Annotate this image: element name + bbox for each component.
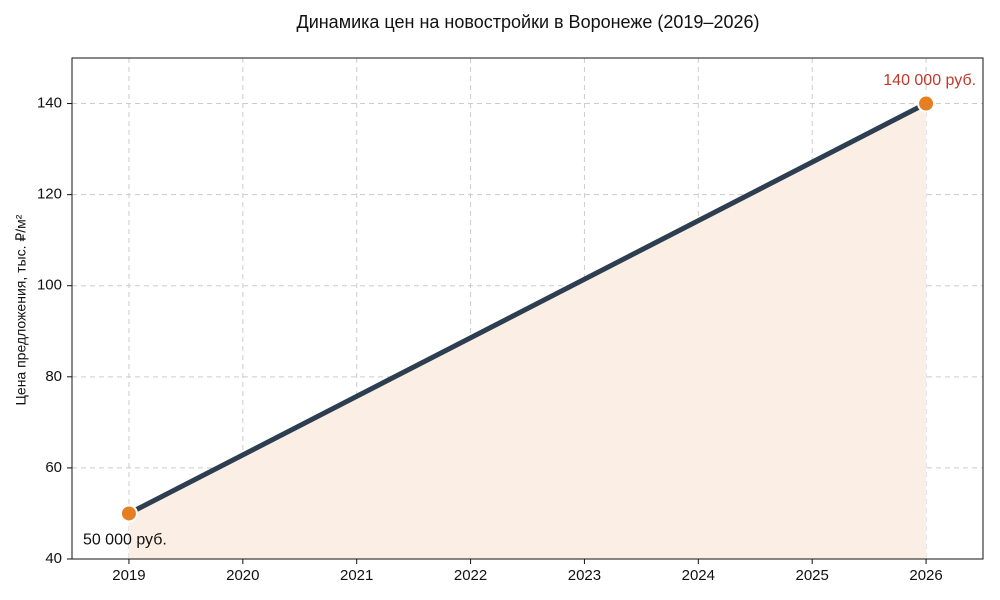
x-tick-label: 2023 <box>568 567 601 584</box>
marker <box>119 504 138 523</box>
x-tick-label: 2024 <box>682 567 715 584</box>
y-tick-label: 140 <box>37 95 62 112</box>
area <box>128 103 927 559</box>
y-tick-label: 100 <box>37 277 62 294</box>
plot-frame <box>71 57 984 560</box>
value-label: 140 000 руб. <box>883 72 976 89</box>
line <box>127 101 928 516</box>
y-axis-label: Цена предложения, тыс. ₽/м² <box>13 214 29 405</box>
x-tick-label: 2025 <box>796 567 829 584</box>
y-tick-label: 60 <box>45 459 62 476</box>
y-tick-label: 80 <box>45 368 62 385</box>
x-tick-label: 2026 <box>909 567 942 584</box>
value-label: 50 000 руб. <box>83 532 167 549</box>
chart-title: Динамика цен на новостройки в Воронеже (… <box>297 12 760 32</box>
x-tick-label: 2021 <box>340 567 373 584</box>
marker <box>917 94 936 113</box>
x-tick-label: 2020 <box>226 567 259 584</box>
x-tick-label: 2022 <box>454 567 487 584</box>
y-tick-label: 120 <box>37 186 62 203</box>
x-tick-label: 2019 <box>112 567 145 584</box>
y-tick-label: 40 <box>45 550 62 567</box>
